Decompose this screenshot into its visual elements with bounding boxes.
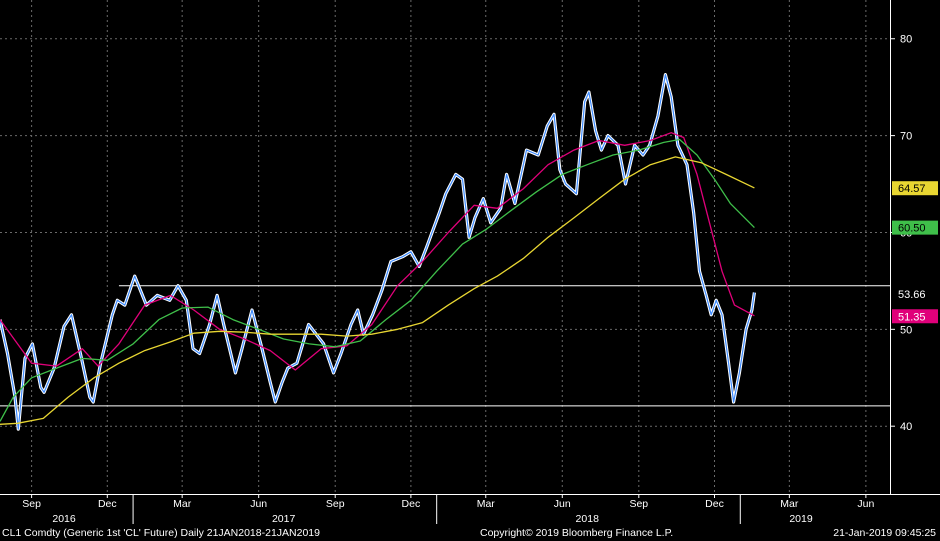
y-tick-label: 40 [900, 421, 912, 433]
x-tick-label: Sep [326, 498, 345, 510]
x-tick-label: Dec [98, 498, 117, 510]
moving-average-line-1 [0, 132, 755, 371]
value-label-text: 64.57 [898, 183, 926, 195]
x-year-label: 2016 [52, 513, 76, 525]
value-label-text: 60.50 [898, 223, 926, 235]
chart-footer: CL1 Comdty (Generic 1st 'CL' Future) Dai… [0, 525, 940, 541]
price-line [0, 73, 755, 430]
x-tick-label: Mar [173, 498, 192, 510]
x-tick-label: Jun [554, 498, 571, 510]
moving-average-line-3 [0, 156, 755, 425]
x-year-label: 2018 [576, 513, 600, 525]
x-tick-label: Sep [22, 498, 41, 510]
horizontal-level-lines [0, 285, 890, 407]
moving-average-line-2 [0, 138, 755, 422]
x-axis-ticks: Sep Dec Mar Jun Sep Dec Mar Jun Sep Dec Mar Jun 2016… [22, 494, 874, 525]
value-label: 64.57 [892, 181, 938, 196]
price-line-outline [0, 72, 756, 431]
value-label: 53.66 [892, 286, 938, 301]
x-tick-label: Mar [477, 498, 496, 510]
footer-copyright: Copyright© 2019 Bloomberg Finance L.P. [480, 527, 674, 539]
chart-grid [0, 0, 890, 494]
value-label: 60.50 [892, 220, 938, 235]
value-label: 51.35 [892, 309, 938, 324]
value-label-box [892, 309, 938, 324]
y-tick-label: 80 [900, 34, 912, 46]
x-tick-label: Dec [705, 498, 724, 510]
chart-axes [0, 0, 940, 495]
x-year-label: 2019 [789, 513, 813, 525]
footer-ticker-info: CL1 Comdty (Generic 1st 'CL' Future) Dai… [2, 527, 320, 539]
value-label-text: 53.66 [898, 289, 926, 301]
x-tick-label: Dec [402, 498, 421, 510]
x-tick-label: Sep [629, 498, 648, 510]
x-tick-label: Jun [857, 498, 874, 510]
x-year-label: 2017 [272, 513, 296, 525]
value-label-box [892, 181, 938, 196]
value-label-text: 51.35 [898, 311, 926, 323]
value-labels: 64.57 60.50 53.66 51.35 [892, 181, 938, 324]
x-tick-label: Mar [780, 498, 799, 510]
x-tick-label: Jun [250, 498, 267, 510]
footer-timestamp: 21-Jan-2019 09:45:25 [833, 527, 936, 539]
y-tick-label: 70 [900, 131, 912, 143]
value-label-box [892, 286, 938, 301]
y-tick-label: 50 [900, 324, 912, 336]
value-label-box [892, 220, 938, 235]
price-chart: 4050607080 SepDecMarJunSepDecMarJunSepDe… [0, 0, 940, 525]
chart-series [0, 72, 756, 431]
